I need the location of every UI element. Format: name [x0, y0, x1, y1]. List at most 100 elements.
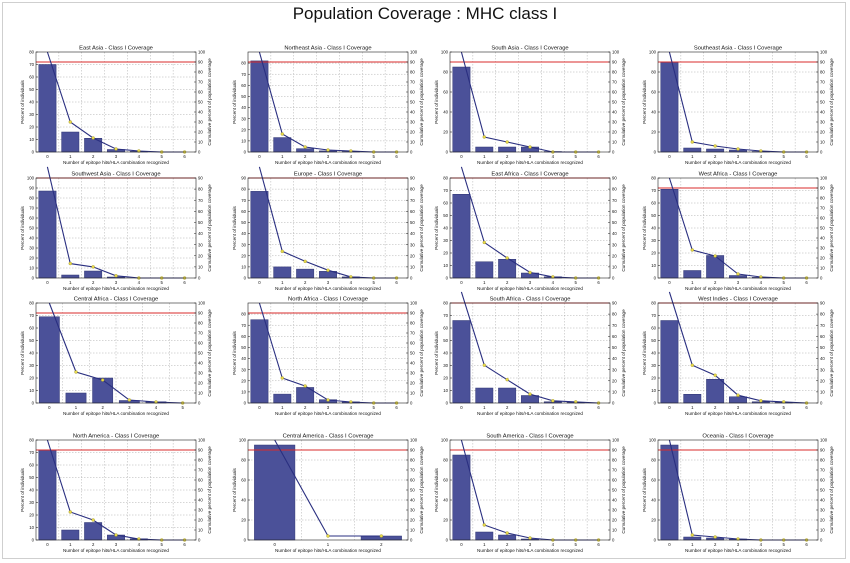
chart-panel: 0 10 20 30 40 50 60 70 80 0 10 20 30 40 50 60 70 80 90 0 1 2 3…: [642, 291, 834, 416]
bar: [498, 387, 517, 404]
y-axis-label: Percent of individuals: [642, 330, 647, 374]
y-tick-label: 30: [29, 246, 34, 251]
y-tick-label: 20: [241, 127, 246, 132]
y-tick-label: 40: [29, 351, 34, 356]
y-tick-label: 20: [651, 130, 656, 135]
x-tick-label: 0: [258, 280, 261, 285]
y2-tick-label: 30: [198, 120, 203, 125]
y-tick-label: 0: [244, 150, 247, 155]
chart-title: North Africa - Class I Coverage: [288, 297, 368, 303]
y2-tick-label: 90: [410, 448, 415, 453]
y-tick-label: 0: [244, 401, 247, 406]
y2-tick-label: 60: [820, 216, 825, 221]
y2-tick-label: 100: [198, 438, 206, 443]
cumulative-marker: [505, 531, 509, 535]
y-tick-label: 20: [241, 518, 246, 523]
y2-tick-label: 70: [612, 468, 617, 473]
x-tick-label: 5: [575, 154, 578, 159]
y2-tick-label: 10: [820, 266, 825, 271]
y2-axis-label: Cumulative percent of population coverag…: [419, 184, 424, 272]
cumulative-line: [48, 302, 183, 404]
y-tick-label: 50: [241, 220, 246, 225]
y2-tick-label: 90: [198, 60, 203, 65]
y-axis-label: Percent of individuals: [232, 330, 237, 374]
y-tick-label: 40: [29, 236, 34, 241]
y2-tick-label: 40: [410, 361, 415, 366]
y-tick-label: 40: [651, 351, 656, 356]
plot-area: [248, 178, 408, 278]
x-tick-label: 4: [155, 405, 158, 410]
y2-tick-label: 10: [410, 264, 415, 269]
chart-title: Northeast Asia - Class I Coverage: [284, 46, 371, 52]
y2-tick-label: 80: [820, 196, 825, 201]
y-tick-label: 60: [29, 75, 34, 80]
chart-title: Southwest Asia - Class I Coverage: [71, 172, 160, 178]
y-tick-label: 80: [241, 61, 246, 66]
y2-tick-label: 40: [410, 110, 415, 115]
x-tick-label: 0: [48, 405, 51, 410]
y-tick-label: 40: [443, 110, 448, 115]
y-tick-label: 70: [29, 206, 34, 211]
y-tick-label: 60: [241, 83, 246, 88]
y-tick-label: 70: [29, 62, 34, 67]
plot-area: [658, 52, 818, 152]
x-tick-label: 4: [138, 154, 141, 159]
y2-tick-label: 50: [198, 100, 203, 105]
y-axis-label: Percent of individuals: [232, 79, 237, 123]
y2-tick-label: 60: [410, 341, 415, 346]
x-tick-label: 5: [783, 542, 786, 547]
x-axis-label: Number of epitope hits/HLA combination r…: [477, 548, 583, 553]
bar: [683, 147, 702, 153]
y2-tick-label: 100: [410, 301, 418, 306]
y-tick-label: 20: [29, 513, 34, 518]
y-tick-label: 40: [241, 231, 246, 236]
bar: [61, 131, 80, 153]
plot-area: [450, 52, 610, 152]
y-tick-label: 0: [446, 401, 449, 406]
x-axis-label: Number of epitope hits/HLA combination r…: [63, 548, 169, 553]
cumulative-marker: [326, 268, 330, 272]
chart-panel: 0 10 20 30 40 50 60 70 80 0 10 20 30 40 50 60 70 80 90 100 0…: [20, 434, 212, 554]
y2-tick-label: 0: [612, 538, 615, 543]
x-tick-label: 1: [691, 542, 694, 547]
bar: [254, 444, 296, 541]
y2-tick-label: 50: [410, 100, 415, 105]
y2-tick-label: 30: [820, 120, 825, 125]
y2-tick-label: 10: [612, 389, 617, 394]
y2-tick-label: 0: [198, 150, 201, 155]
x-tick-label: 6: [597, 542, 600, 547]
x-tick-label: 2: [506, 542, 509, 547]
chart-title: East Africa - Class I Coverage: [491, 172, 568, 178]
y-tick-label: 10: [651, 263, 656, 268]
y2-tick-label: 90: [198, 176, 203, 181]
y2-tick-label: 0: [198, 401, 201, 406]
cumulative-marker: [74, 370, 78, 374]
y2-tick-label: 80: [198, 70, 203, 75]
y2-tick-label: 100: [198, 50, 206, 55]
cumulative-marker: [505, 256, 509, 260]
y-tick-label: 40: [651, 498, 656, 503]
chart-title: North America - Class I Coverage: [73, 434, 159, 440]
y-tick-label: 20: [443, 518, 448, 523]
y2-tick-label: 50: [198, 351, 203, 356]
y2-tick-label: 50: [198, 488, 203, 493]
chart-title: South Africa - Class I Coverage: [490, 297, 571, 303]
chart-panel: 0 10 20 30 40 50 60 70 80 90 0 10 20 30 40 50 60 70 80 90 0 1…: [232, 166, 424, 291]
chart-title: Oceania - Class I Coverage: [702, 434, 773, 440]
chart-panel: 0 10 20 30 40 50 60 70 80 0 10 20 30 40 50 60 70 80 90 100 0…: [20, 46, 212, 166]
y-tick-label: 60: [241, 478, 246, 483]
y-tick-label: 40: [443, 498, 448, 503]
y-tick-label: 100: [441, 50, 449, 55]
x-tick-label: 3: [128, 405, 131, 410]
y2-tick-label: 80: [612, 187, 617, 192]
cumulative-marker: [690, 363, 694, 367]
y-axis-label: Percent of individuals: [642, 467, 647, 511]
y2-tick-label: 0: [612, 150, 615, 155]
chart-panel: 0 20 40 60 80 100 0 10 20 30 40 50 60 70 80 90 100 0 1 2 3 4 5…: [434, 434, 626, 554]
y2-tick-label: 50: [410, 488, 415, 493]
bar: [498, 146, 517, 153]
chart-panel: 0 20 40 60 80 100 0 10 20 30 40 50 60 70 80 90 100 0 1 2 3 4 5…: [642, 434, 834, 554]
y-tick-label: 50: [651, 338, 656, 343]
x-tick-label: 5: [373, 154, 376, 159]
y-tick-label: 30: [241, 242, 246, 247]
